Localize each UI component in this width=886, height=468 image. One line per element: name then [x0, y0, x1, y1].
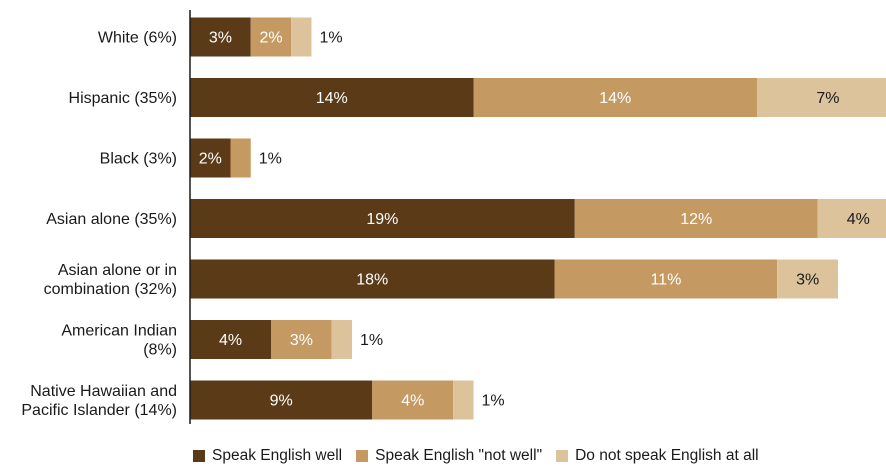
- category-labels: White (6%) Hispanic (35%) Black (3%) Asian …: [21, 30, 177, 420]
- value-label-american-indian-8-speak-english-not-well: 3%: [290, 332, 313, 349]
- bar-asian-alone-or-in-combination-32-do-not-speak-english-at-all: [777, 259, 838, 299]
- value-label-white-6-speak-english-not-well: 2%: [259, 30, 282, 47]
- category-label-black-3: Black (3%): [100, 151, 177, 168]
- bar-native-hawaiian-and-pacific-islander-14-do-not-speak-english-at-all: [453, 380, 474, 420]
- bar-american-indian-8-speak-english-well: [190, 320, 271, 359]
- bar-hispanic-35-speak-english-not-well: [473, 78, 757, 117]
- legend-swatch-speak-well: [193, 450, 205, 462]
- bar-white-6-speak-english-not-well: [250, 17, 292, 57]
- category-label-white-6: White (6%): [98, 30, 177, 47]
- bar-white-6-speak-english-well: [190, 17, 251, 57]
- value-label-white-6-do-not-speak-english-at-all: 1%: [320, 30, 343, 47]
- legend-label-speak-well: Speak English well: [212, 447, 343, 464]
- value-label-american-indian-8-speak-english-well: 4%: [219, 332, 242, 349]
- value-label-asian-alone-35-do-not-speak-english-at-all: 4%: [847, 211, 870, 228]
- bar-native-hawaiian-and-pacific-islander-14-speak-english-not-well: [372, 380, 454, 420]
- value-label-black-3-speak-english-well: 2%: [199, 151, 222, 168]
- bar-asian-alone-35-speak-english-not-well: [574, 199, 818, 238]
- value-label-hispanic-35-speak-english-not-well: 14%: [599, 90, 631, 107]
- value-label-hispanic-35-do-not-speak-english-at-all: 7%: [816, 90, 839, 107]
- legend-item-not-at-all: Do not speak English at all: [556, 447, 759, 465]
- bars: [190, 17, 886, 420]
- category-label-american-indian-8: American Indian (8%): [61, 323, 177, 359]
- value-label-asian-alone-35-speak-english-not-well: 12%: [680, 211, 712, 228]
- bar-asian-alone-35-speak-english-well: [190, 199, 575, 238]
- value-label-asian-alone-35-speak-english-well: 19%: [366, 211, 398, 228]
- bar-hispanic-35-do-not-speak-english-at-all: [757, 78, 886, 117]
- legend-item-speak-well: Speak English well: [193, 447, 342, 465]
- value-label-american-indian-8-do-not-speak-english-at-all: 1%: [360, 332, 383, 349]
- bar-asian-alone-35-do-not-speak-english-at-all: [817, 199, 886, 238]
- legend-swatch-not-at-all: [556, 450, 569, 462]
- legend-swatch-not-well: [356, 450, 369, 462]
- legend-item-not-well: Speak English "not well": [356, 447, 542, 465]
- bar-black-3-speak-english-not-well: [230, 138, 251, 178]
- bar-american-indian-8-speak-english-not-well: [271, 320, 332, 359]
- legend-label-not-at-all: Do not speak English at all: [575, 447, 759, 464]
- bar-hispanic-35-speak-english-well: [190, 78, 474, 117]
- bar-american-indian-8-do-not-speak-english-at-all: [331, 320, 352, 359]
- bar-asian-alone-or-in-combination-32-speak-english-not-well: [554, 259, 778, 299]
- category-label-asian-alone-35: Asian alone (35%): [46, 211, 177, 228]
- legend-label-not-well: Speak English "not well": [375, 447, 543, 464]
- bar-white-6-do-not-speak-english-at-all: [291, 17, 312, 57]
- value-labels: 3% 2% 1% 14% 14% 7% 2% 1% 19% 12% 4% 18% 11% 3% 4% 3% 1%…: [199, 30, 870, 410]
- value-label-asian-alone-or-in-combination-32-do-not-speak-english-at-all: 3%: [796, 272, 819, 289]
- value-label-native-hawaiian-and-pacific-islander-14-do-not-speak-english-at-all: 1%: [482, 393, 505, 410]
- category-label-native-hawaiian-and-pacific-islander-14: Native Hawaiian and Pacific Islander (14%…: [21, 383, 177, 419]
- bar-asian-alone-or-in-combination-32-speak-english-well: [190, 259, 555, 299]
- legend: Speak English well Speak English "not we…: [193, 446, 759, 466]
- category-label-hispanic-35: Hispanic (35%): [69, 90, 177, 107]
- value-label-black-3-speak-english-not-well: 1%: [259, 151, 282, 168]
- value-label-native-hawaiian-and-pacific-islander-14-speak-english-not-well: 4%: [401, 393, 424, 410]
- value-label-asian-alone-or-in-combination-32-speak-english-not-well: 11%: [650, 272, 681, 289]
- value-label-asian-alone-or-in-combination-32-speak-english-well: 18%: [356, 272, 388, 289]
- value-label-hispanic-35-speak-english-well: 14%: [316, 90, 348, 107]
- value-label-native-hawaiian-and-pacific-islander-14-speak-english-well: 9%: [270, 393, 293, 410]
- category-label-asian-alone-or-in-combination-32: Asian alone or in combination (32%): [44, 262, 177, 298]
- value-label-white-6-speak-english-well: 3%: [209, 30, 232, 47]
- bar-black-3-speak-english-well: [190, 138, 231, 178]
- bar-native-hawaiian-and-pacific-islander-14-speak-english-well: [190, 380, 373, 420]
